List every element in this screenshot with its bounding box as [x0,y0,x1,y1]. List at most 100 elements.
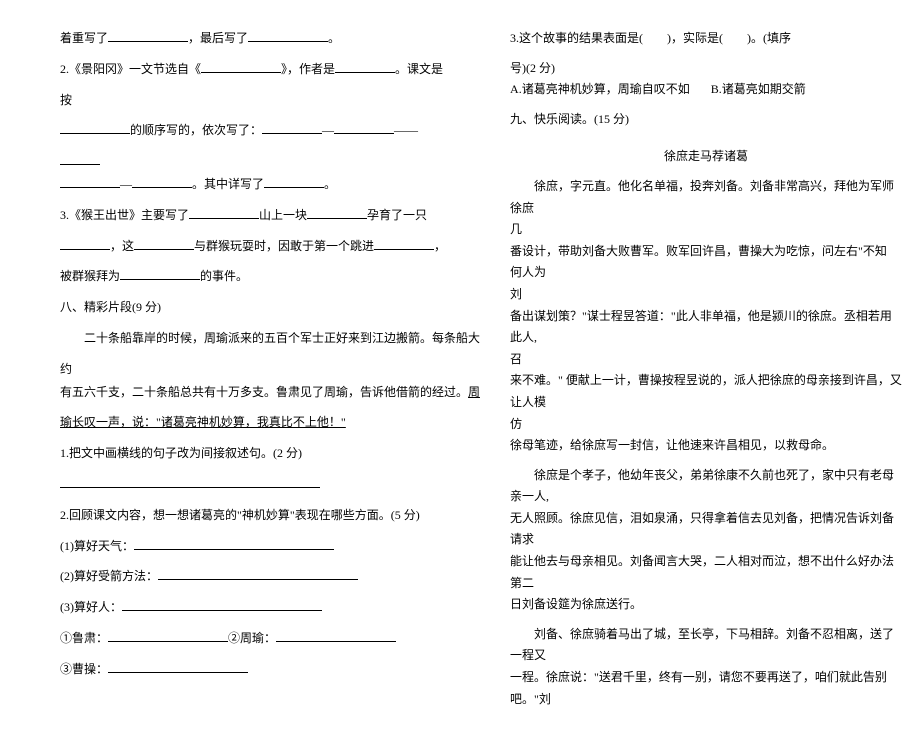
text: 按 [60,93,72,107]
text: 二十条船靠岸的时候，周瑜派来的五百个军士正好来到江边搬箭。每条船大 [84,331,480,345]
paragraph: 请求 [510,531,902,547]
blank [262,122,322,134]
text-line: 2.《景阳冈》一文节选自《》，作者是。课文是 [60,61,480,78]
blank [120,268,200,280]
text: 。其中详写了 [192,177,264,191]
blank [60,176,120,188]
text: 》，作者是 [281,62,335,76]
blank [60,238,110,250]
paragraph: 刘备、徐庶骑着马出了城，至长亭，下马相辞。刘备不忍相离，送了 [510,626,902,642]
paragraph: 徐庶 [510,200,902,216]
text-line: — 。其中详写了 。 [60,176,480,193]
text-line: ，这与群猴玩耍时，因敢于第一个跳进， [60,238,480,255]
blank [134,538,334,550]
text: (1)算好天气： [60,539,134,553]
paragraph: 瑜长叹一声，说："诸葛亮神机妙算，我真比不上他！" [60,414,480,431]
text: 2.回顾课文内容，想一想诸葛亮的"神机妙算"表现在哪些方面。(5 分) [60,508,420,522]
question: 号)(2 分) [510,60,902,76]
text: 第二 [510,576,534,590]
text: 吧。"刘 [510,692,551,706]
text: )，实际是( [667,31,723,45]
blank [132,176,192,188]
text: ①鲁肃： [60,631,108,645]
paragraph: 徐庶是个孝子，他幼年丧父，弟弟徐康不久前也死了，家中只有老母 [510,467,902,483]
paragraph: 仿 [510,416,902,432]
blank [108,630,228,642]
underlined-text: 瑜长叹一声，说："诸葛亮神机妙算，我真比不上他！" [60,415,346,429]
text: — [322,123,334,137]
question-sub: ③曹操： [60,661,480,678]
question: 3.这个故事的结果表面是( )，实际是( )。(填序 [510,30,902,46]
text-line: 按 [60,92,480,109]
text: 山上一块 [259,208,307,222]
text: 徐庶 [510,201,534,215]
options: A.诸葛亮神机妙算，周瑜自叹不如 B.诸葛亮如期交箭 [510,81,902,97]
text: 的事件。 [200,269,248,283]
text: )。(填序 [747,31,791,45]
text: 3.《猴王出世》主要写了 [60,208,189,222]
blank [374,238,434,250]
question-sub: ①鲁肃： ②周瑜： [60,630,480,647]
blank [335,61,395,73]
paragraph: 徐母笔迹，给徐庶写一封信，让他速来许昌相见，以救母命。 [510,437,902,453]
text: 。 [324,177,336,191]
text: 3.这个故事的结果表面是( [510,31,643,45]
blank [122,599,322,611]
text: 与群猴玩耍时，因敢于第一个跳进 [194,239,374,253]
text: ②周瑜： [228,631,276,645]
text: 此人, [510,330,537,344]
text: 刘 [510,287,522,301]
text: ，最后写了 [188,31,248,45]
question-sub: (1)算好天气： [60,538,480,555]
paragraph: 日刘备设筵为徐庶送行。 [510,596,902,612]
text: 号)(2 分) [510,61,555,75]
text: 几 [510,222,522,236]
text: 2.《景阳冈》一文节选自《 [60,62,201,76]
text: 让人模 [510,395,546,409]
text-line [60,153,480,170]
text: ， [434,239,446,253]
text-line: 被群猴拜为 的事件。 [60,268,480,285]
paragraph: 备出谋划策？"谋士程昱答道："此人非单福，他是颍川的徐庶。丞相若用 [510,308,902,324]
blank [334,122,394,134]
paragraph: 第二 [510,575,902,591]
right-column: 3.这个故事的结果表面是( )，实际是( )。(填序 号)(2 分) A.诸葛亮… [510,30,902,712]
option-b: B.诸葛亮如期交箭 [711,82,806,96]
text: 召 [510,352,522,366]
paragraph: 刘 [510,286,902,302]
text: 无人照顾。徐庶见信，泪如泉涌，只得拿着信去见刘备，把情况告诉刘备 [510,511,894,525]
paragraph: 一程又 [510,647,902,663]
text: 请求 [510,532,534,546]
text: 番设计，带助刘备大败曹军。败军回许昌，曹操大为吃惊，问左右"不知 [510,244,887,258]
text: (3)算好人： [60,600,122,614]
paragraph: 约 [60,361,480,378]
text: 一程又 [510,648,546,662]
paragraph: 一程。徐庶说："送君千里，终有一别，请您不要再送了，咱们就此告别 [510,669,902,685]
text: 亲一人, [510,489,549,503]
text: —— [394,123,418,137]
blank [60,153,100,165]
text-line: 的顺序写的，依次写了：——— [60,122,480,139]
blank [134,238,194,250]
paragraph: 召 [510,351,902,367]
paragraph: 来不难。" 便献上一计，曹操按程昱说的，派人把徐庶的母亲接到许昌，又 [510,372,902,388]
paragraph: 能让他去与母亲相见。刘备闻言大哭，二人相对而泣，想不出什么好办法 [510,553,902,569]
question-sub: (3)算好人： [60,599,480,616]
text-line: 着重写了，最后写了。 [60,30,480,47]
text: 被群猴拜为 [60,269,120,283]
paragraph: 何人为 [510,264,902,280]
blank [108,661,248,673]
text: 徐庶是个孝子，他幼年丧父，弟弟徐康不久前也死了，家中只有老母 [534,468,894,482]
text: 何人为 [510,265,546,279]
text: 着重写了 [60,31,108,45]
text: — [120,177,132,191]
text: 仿 [510,417,522,431]
blank [201,61,281,73]
text: 日刘备设筵为徐庶送行。 [510,597,642,611]
question-sub: (2)算好受箭方法： [60,568,480,585]
text: (2)算好受箭方法： [60,569,158,583]
text: 徐庶走马荐诸葛 [664,149,748,163]
text: 孕育了一只 [367,208,427,222]
paragraph: 让人模 [510,394,902,410]
question: 1.把文中画横线的句子改为间接叙述句。(2 分) [60,445,480,462]
